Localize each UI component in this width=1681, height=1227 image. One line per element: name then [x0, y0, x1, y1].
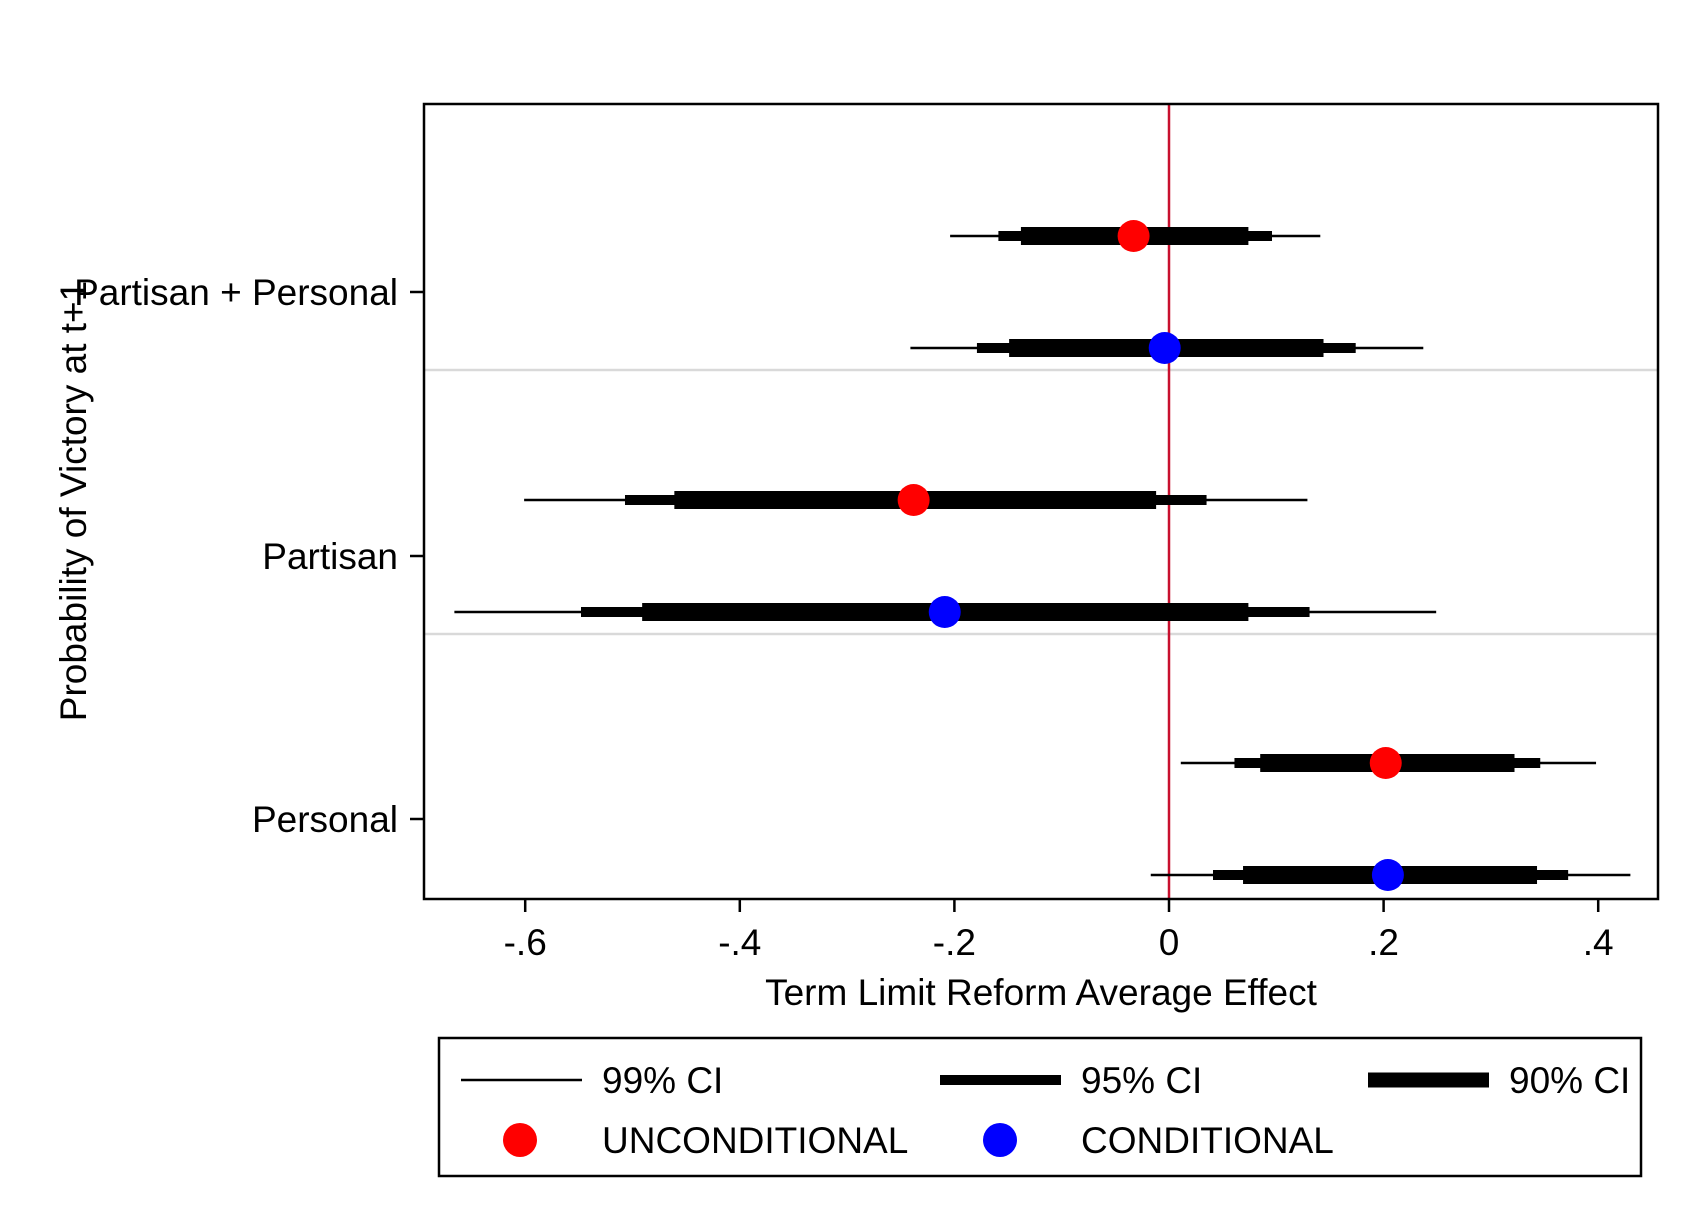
point-unconditional-partisan: [897, 484, 930, 516]
y-tick-label: Partisan + Personal: [74, 272, 398, 313]
legend-label-90-ci: 90% CI: [1509, 1060, 1630, 1101]
y-axis-title: Probability of Victory at t+1: [53, 281, 94, 721]
legend-marker-unconditional: [503, 1123, 537, 1157]
point-unconditional-partisan-personal: [1117, 220, 1150, 252]
legend-label-unconditional: UNCONDITIONAL: [602, 1120, 908, 1161]
x-tick-label: .2: [1368, 922, 1399, 963]
legend-label-99-ci: 99% CI: [602, 1060, 723, 1101]
y-tick-label: Personal: [252, 799, 398, 840]
point-conditional-personal: [1371, 859, 1404, 891]
legend-box: [437, 1036, 1643, 1178]
point-estimates: [897, 220, 1404, 891]
point-conditional-partisan-personal: [1148, 332, 1181, 364]
confidence-intervals: [454, 227, 1631, 884]
point-conditional-partisan: [928, 596, 961, 628]
legend: 99% CI 95% CI 90% CI UNCONDITIONAL CONDITION…: [461, 1060, 1630, 1161]
x-tick-label: -.2: [933, 922, 976, 963]
legend-label-95-ci: 95% CI: [1081, 1060, 1202, 1101]
x-axis-title: Term Limit Reform Average Effect: [765, 972, 1318, 1013]
x-tick-label: 0: [1159, 922, 1180, 963]
point-unconditional-personal: [1369, 747, 1402, 779]
group-separators: [424, 368, 1658, 636]
x-tick-label: -.4: [718, 922, 761, 963]
y-axis: Partisan + Personal Partisan Personal: [74, 272, 424, 840]
x-tick-label: .4: [1583, 922, 1614, 963]
x-tick-label: -.6: [504, 922, 547, 963]
legend-label-conditional: CONDITIONAL: [1081, 1120, 1334, 1161]
x-axis: -.6 -.4 -.2 0 .2 .4: [504, 899, 1614, 963]
plot-frame: [422, 102, 1660, 901]
legend-marker-conditional: [983, 1123, 1017, 1157]
y-tick-label: Partisan: [262, 536, 398, 577]
